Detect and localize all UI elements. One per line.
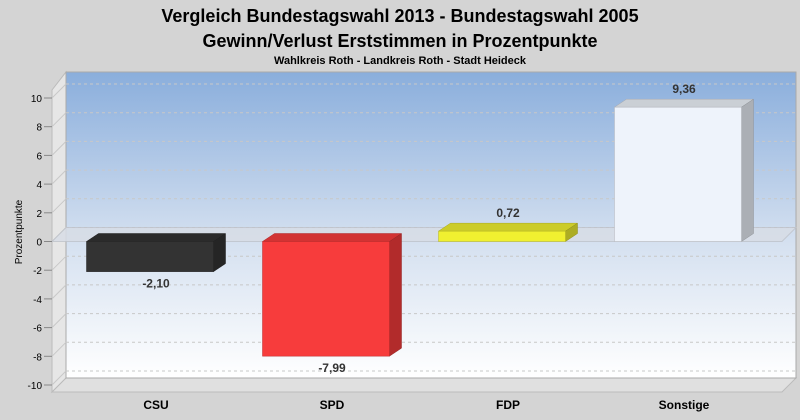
y-tick-label: 8: [36, 123, 42, 134]
y-axis-ticks: -10 -8 -6 -4 -2 0 2 4 6 8 10: [28, 94, 52, 392]
gridline-side: [51, 198, 67, 214]
bar-top: [261, 233, 403, 242]
y-tick-label: 6: [36, 151, 42, 162]
y-tick-label: -6: [33, 324, 42, 335]
y-tick-label: 10: [31, 94, 43, 105]
y-tick-label: -8: [33, 352, 42, 363]
bar-front: [614, 106, 742, 242]
bar-sonstige: [613, 98, 755, 242]
bar-top: [613, 98, 755, 108]
y-tick-label: 4: [36, 180, 42, 191]
x-tick-label: SPD: [320, 398, 345, 412]
bar-csu: [85, 233, 227, 273]
gridline-side: [51, 83, 67, 99]
bar-front: [86, 241, 214, 272]
data-label: 9,36: [672, 82, 696, 96]
y-tick-label: -10: [28, 381, 43, 392]
x-tick-label: FDP: [496, 398, 520, 412]
gridline-side: [51, 255, 67, 271]
bar-spd: [261, 233, 403, 357]
chart-subtitle: Gewinn/Verlust Erststimmen in Prozentpun…: [202, 31, 597, 51]
category-labels: CSU SPD FDP Sonstige: [143, 398, 709, 412]
x-tick-label: Sonstige: [659, 398, 710, 412]
data-label: -2,10: [142, 277, 170, 291]
plot-floor: [50, 377, 798, 393]
y-tick-label: -2: [33, 266, 42, 277]
bar-front: [438, 230, 566, 242]
y-tick-label: 2: [36, 209, 42, 220]
y-tick-label: -4: [33, 295, 42, 306]
y-axis-label: Prozentpunkte: [14, 199, 25, 264]
bar-side: [741, 98, 754, 242]
bar-fdp: [437, 222, 579, 242]
bar-top: [437, 222, 579, 232]
chart-caption: Wahlkreis Roth - Landkreis Roth - Stadt …: [274, 55, 527, 67]
data-label: -7,99: [318, 361, 346, 375]
gridline-side: [51, 341, 67, 357]
value-labels: -2,10 -7,99 0,72 9,36: [142, 82, 696, 375]
bars: [85, 98, 755, 357]
gridline-side: [51, 141, 67, 156]
chart-title: Vergleich Bundestagswahl 2013 - Bundesta…: [161, 6, 638, 26]
x-tick-label: CSU: [143, 398, 168, 412]
bar-top: [85, 233, 227, 242]
gridline-side: [51, 370, 67, 386]
y-tick-label: 0: [36, 238, 42, 249]
gridline-side: [51, 169, 67, 185]
bar-front: [262, 241, 390, 357]
data-label: 0,72: [496, 206, 520, 220]
gridline-side: [51, 313, 67, 328]
bar-side: [389, 233, 402, 357]
gridline-side: [51, 284, 67, 300]
gridline-side: [51, 112, 67, 128]
